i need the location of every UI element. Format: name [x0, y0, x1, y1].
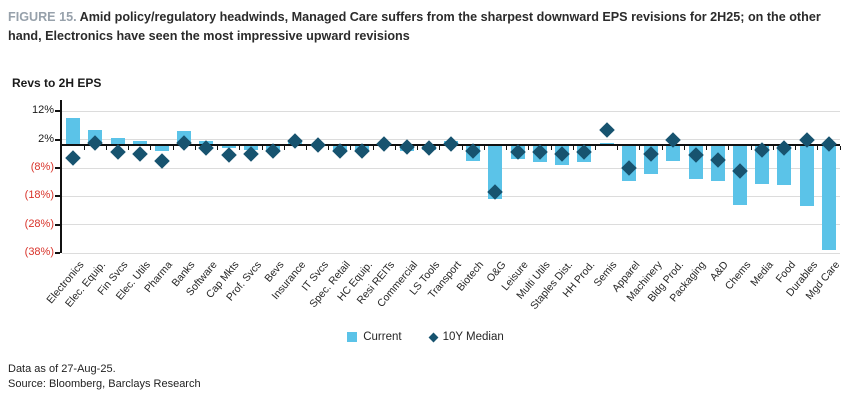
y-axis-tick-label: (38%): [24, 246, 54, 258]
x-axis-tick: [506, 146, 508, 151]
x-axis-tick: [750, 146, 752, 151]
current-swatch-icon: [347, 332, 358, 342]
legend-item-median: 10Y Median: [428, 331, 504, 343]
x-axis-tick: [483, 146, 485, 151]
x-axis-tick: [572, 146, 574, 151]
y-axis-tick: [55, 110, 60, 113]
y-axis-tick: [55, 195, 60, 198]
x-axis-tick: [239, 146, 241, 151]
gridline: [62, 224, 840, 226]
bar-current: [110, 138, 125, 146]
x-axis-tick: [128, 146, 130, 151]
gridline: [62, 252, 840, 254]
figure-label: FIGURE 15.: [8, 10, 77, 24]
legend-label-median: 10Y Median: [442, 331, 504, 343]
figure-title-text: Amid policy/regulatory headwinds, Manage…: [8, 10, 821, 43]
y-axis-tick-label: (8%): [30, 161, 54, 173]
median-diamond: [154, 153, 170, 169]
x-axis-tick: [461, 146, 463, 151]
data-as-of-line: Data as of 27-Aug-25.: [8, 363, 116, 375]
y-axis-tick: [55, 167, 60, 169]
y-axis-tick: [55, 138, 60, 141]
y-axis-tick-label: (28%): [24, 217, 54, 230]
x-axis-tick: [594, 146, 596, 151]
x-axis-tick: [528, 146, 530, 151]
gridline: [62, 110, 840, 112]
x-axis-tick: [839, 146, 841, 151]
legend: Current 10Y Median: [0, 331, 851, 343]
x-axis-tick: [706, 146, 708, 151]
x-axis-tick: [105, 146, 107, 151]
median-diamond: [420, 140, 437, 156]
x-axis-tick: [795, 146, 797, 151]
bar-current: [221, 145, 236, 149]
gridline: [62, 167, 840, 169]
x-axis-tick: [394, 146, 396, 151]
x-axis-tick: [372, 146, 374, 151]
bar-current: [66, 118, 81, 146]
x-axis-tick: [639, 146, 641, 151]
bar-current: [666, 145, 681, 161]
x-axis-tick: [772, 146, 774, 151]
x-axis-tick: [261, 146, 263, 151]
legend-label-current: Current: [363, 331, 402, 343]
y-axis-tick-label: 2%: [38, 132, 54, 145]
median-diamond: [109, 144, 126, 161]
median-diamond: [398, 138, 415, 155]
source-line: Source: Bloomberg, Barclays Research: [8, 378, 201, 391]
y-axis-tick-label: (18%): [24, 189, 54, 202]
y-axis-tick: [55, 223, 60, 226]
plot-area: 12% 2% (8%) (18%) (28%) (38%) Electronics Elec.…: [25, 100, 842, 312]
x-axis-tick: [306, 146, 307, 151]
median-diamond: [132, 146, 148, 162]
chart-title: Revs to 2H EPS: [12, 76, 102, 90]
x-axis-tick: [172, 146, 174, 151]
median-diamond: [287, 133, 304, 149]
x-axis-tick: [439, 146, 441, 151]
x-axis-tick: [617, 146, 619, 151]
x-axis-tick: [417, 146, 419, 151]
median-diamond: [65, 150, 81, 166]
legend-item-current: Current: [347, 331, 402, 343]
bar-current: [132, 141, 147, 146]
x-axis-tick: [728, 146, 730, 151]
x-axis-tick: [150, 146, 152, 151]
figure-title: FIGURE 15. Amid policy/regulatory headwi…: [8, 8, 846, 46]
x-axis-tick: [217, 146, 219, 151]
x-axis-tick: [328, 146, 330, 151]
x-axis-tick: [550, 146, 552, 151]
bar-current: [599, 142, 614, 146]
bar-current: [821, 145, 836, 251]
gridline: [62, 195, 840, 197]
x-axis-tick: [283, 146, 285, 151]
x-axis-tick: [83, 146, 85, 151]
y-axis-tick: [55, 252, 60, 254]
median-diamond: [220, 147, 237, 164]
y-axis-line: [60, 100, 62, 253]
bar-current: [155, 145, 170, 151]
x-axis-category-label: Media: [747, 259, 776, 289]
x-axis-tick: [683, 146, 685, 151]
x-axis-tick: [661, 146, 663, 151]
x-axis-tick: [817, 146, 819, 151]
median-diamond-icon: [428, 332, 439, 342]
x-axis-tick: [350, 146, 352, 151]
x-axis-tick: [194, 146, 196, 151]
y-axis-tick-label: 12%: [31, 104, 54, 117]
bar-current: [799, 145, 814, 207]
bar-current: [777, 145, 792, 185]
footer: Data as of 27-Aug-25. Source: Bloomberg,…: [8, 362, 201, 393]
median-diamond: [598, 121, 615, 138]
